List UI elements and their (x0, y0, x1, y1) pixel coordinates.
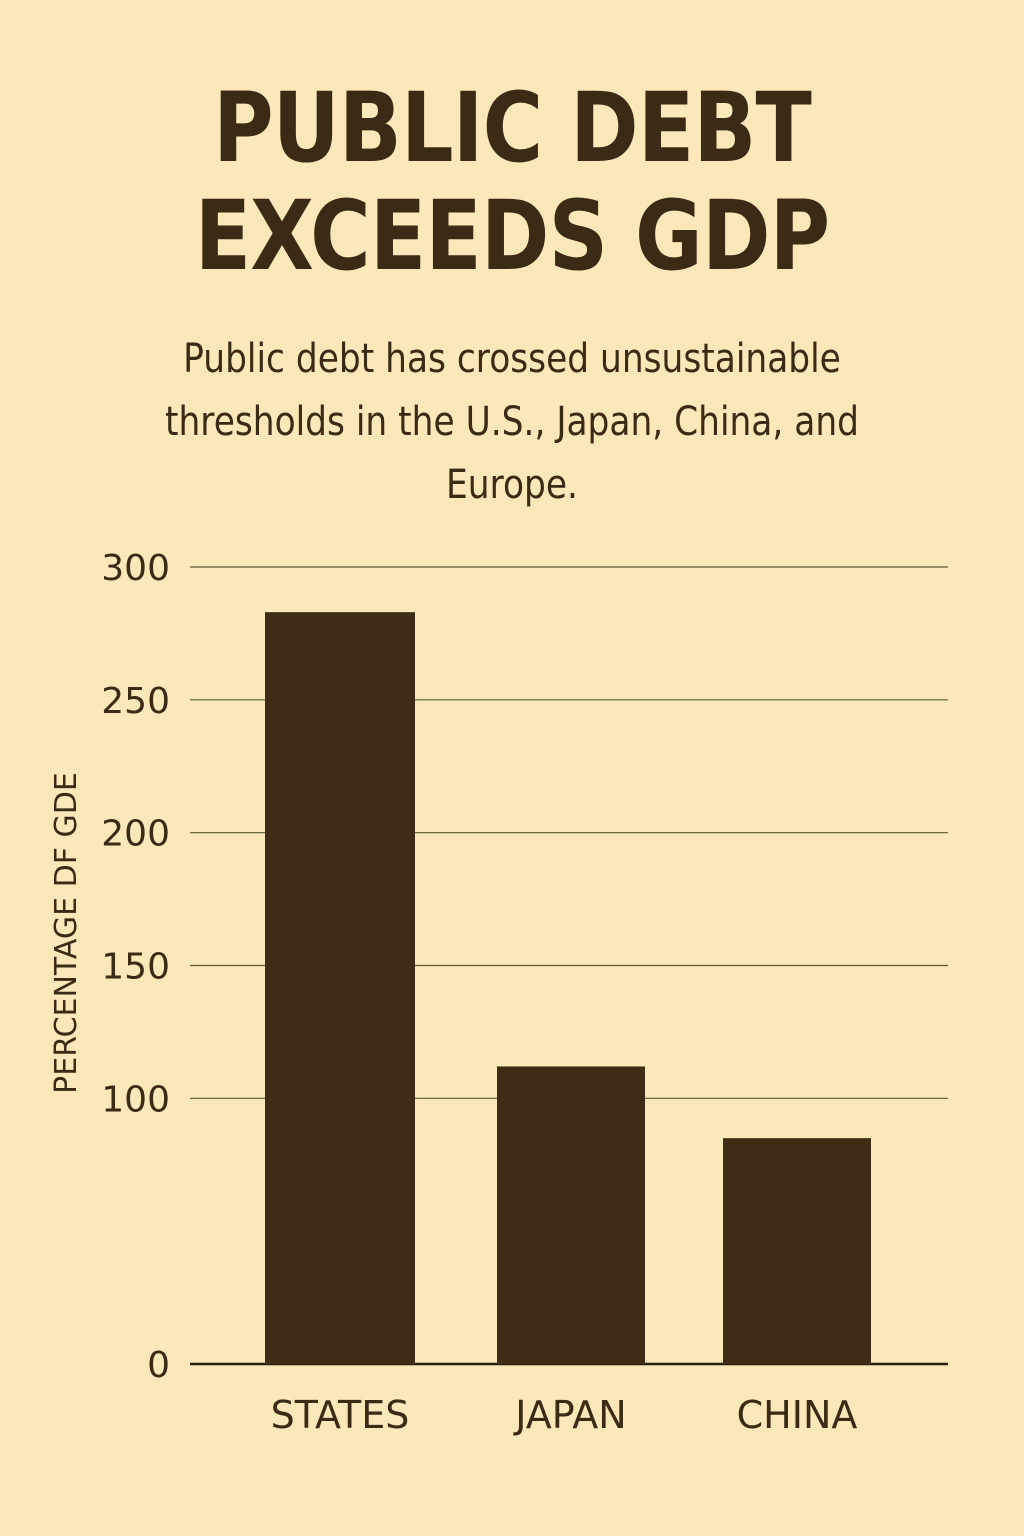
y-tick-label-100: 100 (101, 1079, 170, 1120)
labels: 0 100 150 200 250 300 STATES JAPAN CHINA PERCENTA… (49, 548, 857, 1437)
y-tick-label-300: 300 (101, 548, 170, 589)
y-tick-label-150: 150 (101, 947, 170, 988)
bar-japan (497, 1066, 645, 1364)
y-tick-label-250: 250 (101, 681, 170, 722)
y-tick-label-0: 0 (147, 1345, 170, 1386)
chart-title: PUBLIC DEBT EXCEEDS GDP (72, 74, 953, 290)
y-axis-title: PERCENTAGE DF GDE (49, 772, 84, 1094)
bars (265, 612, 871, 1364)
x-category-label-states: STATES (271, 1393, 410, 1437)
y-tick-label-200: 200 (101, 814, 170, 855)
chart-title-line-2: EXCEEDS GDP (194, 180, 830, 292)
x-category-label-china: CHINA (737, 1393, 858, 1437)
bar-china (723, 1138, 871, 1364)
x-category-label-japan: JAPAN (513, 1393, 626, 1437)
chart-subtitle: Public debt has crossed unsustainable th… (165, 336, 859, 508)
bar-states (265, 612, 415, 1364)
chart-title-line-1: PUBLIC DEBT (213, 72, 812, 184)
